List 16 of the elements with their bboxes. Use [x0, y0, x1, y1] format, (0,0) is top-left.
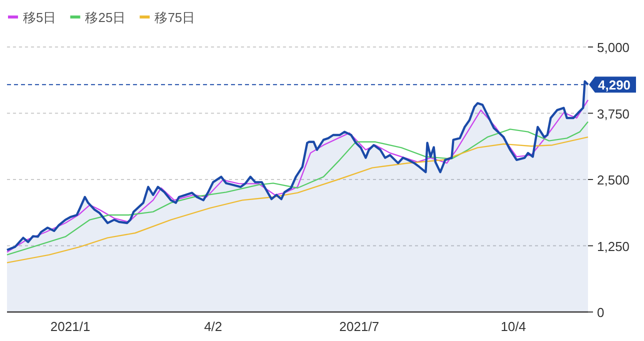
legend-label: 移75日 — [154, 10, 196, 25]
y-tick-label: 3,750 — [597, 106, 630, 122]
legend-label: 移25日 — [85, 10, 126, 25]
legend-label: 移5日 — [23, 10, 56, 25]
line-series — [6, 121, 589, 256]
x-tick-label: 4/2 — [204, 319, 222, 334]
x-tick-label: 2021/1 — [50, 319, 90, 334]
y-tick-label: 0 — [597, 305, 604, 320]
ref-line-label: 4,290 — [598, 78, 631, 93]
x-tick-label: 2021/7 — [339, 319, 380, 334]
y-tick-label: 5,000 — [597, 40, 630, 55]
y-tick-label: 2,500 — [597, 172, 630, 188]
line-series — [6, 99, 589, 253]
y-tick-label: 1,250 — [597, 238, 630, 254]
x-tick-label: 10/4 — [500, 319, 526, 334]
line-series — [6, 136, 589, 264]
